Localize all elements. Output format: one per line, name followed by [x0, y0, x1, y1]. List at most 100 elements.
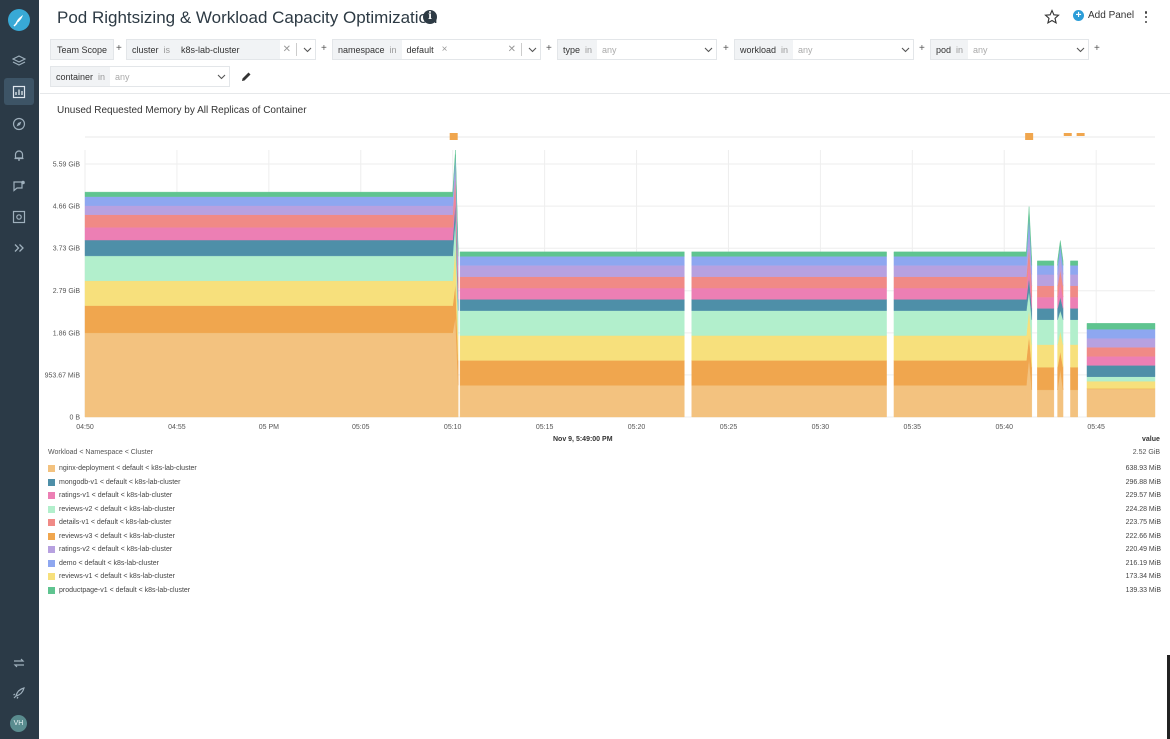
- filter-plus-icon[interactable]: +: [723, 43, 729, 54]
- filter-plus-icon[interactable]: +: [321, 43, 327, 54]
- area-reviews-v3: [84, 305, 453, 334]
- legend-value: 224.28 MiB: [1125, 505, 1161, 513]
- legend-label: reviews-v2 < default < k8s-lab-cluster: [59, 505, 175, 513]
- area-nginx-deployment: [84, 332, 453, 418]
- x-tick-label: 04:55: [168, 424, 186, 431]
- team-scope-label[interactable]: Team Scope: [50, 39, 115, 60]
- sync-icon: [13, 658, 25, 667]
- value-column-header: value: [1142, 436, 1160, 443]
- divider: [296, 43, 297, 56]
- chevron-down-icon[interactable]: [1072, 47, 1088, 53]
- legend-swatch: [48, 492, 55, 500]
- divider: [521, 43, 522, 56]
- y-tick-label: 1.86 GiB: [53, 330, 81, 337]
- legend-item[interactable]: productpage-v1 < default < k8s-lab-clust…: [48, 584, 1161, 598]
- area-reviews-v2: [1070, 319, 1078, 345]
- legend-label: demo < default < k8s-lab-cluster: [59, 559, 159, 567]
- alert-bell-icon: [14, 149, 24, 161]
- filter-container[interactable]: container in any: [50, 66, 230, 87]
- area-nginx-deployment: [691, 385, 887, 418]
- clear-icon[interactable]: ✕: [507, 44, 516, 55]
- legend-value: 222.66 MiB: [1125, 532, 1161, 540]
- filter-key: cluster is: [127, 40, 176, 59]
- filter-value: any: [973, 44, 988, 55]
- user-avatar[interactable]: VH: [10, 715, 27, 732]
- sidebar-item-advisor[interactable]: [4, 110, 34, 137]
- chevron-down-icon[interactable]: [524, 47, 540, 53]
- legend-label: reviews-v3 < default < k8s-lab-cluster: [59, 532, 175, 540]
- filter-namespace[interactable]: namespace in default × ✕: [332, 39, 541, 60]
- legend-item[interactable]: reviews-v3 < default < k8s-lab-cluster 22…: [48, 530, 1161, 544]
- legend-item[interactable]: demo < default < k8s-lab-cluster 216.19 M…: [48, 557, 1161, 571]
- chevron-down-icon[interactable]: [213, 74, 229, 80]
- compass-icon: [12, 117, 26, 130]
- filter-plus-icon[interactable]: +: [919, 43, 925, 54]
- scope-plus-icon[interactable]: +: [116, 43, 122, 54]
- expand-icon: [14, 243, 24, 252]
- filter-pod[interactable]: pod in any: [930, 39, 1089, 60]
- legend-item[interactable]: reviews-v2 < default < k8s-lab-cluster 22…: [48, 503, 1161, 517]
- area-productpage-v1: [459, 251, 685, 257]
- legend-label: ratings-v2 < default < k8s-lab-cluster: [59, 546, 173, 554]
- x-tick-label: 05 PM: [259, 424, 279, 431]
- area-demo: [691, 256, 887, 266]
- area-reviews-v1: [1070, 344, 1078, 368]
- sidebar-expand[interactable]: [4, 234, 34, 261]
- x-tick-label: 05:10: [444, 424, 462, 431]
- area-ratings-v1: [1070, 296, 1078, 309]
- legend-item[interactable]: reviews-v1 < default < k8s-lab-cluster 17…: [48, 570, 1161, 584]
- event-marker: [1063, 133, 1072, 136]
- legend-item[interactable]: details-v1 < default < k8s-lab-cluster 22…: [48, 516, 1161, 530]
- filter-type[interactable]: type in any: [557, 39, 717, 60]
- y-tick-label: 0 B: [69, 415, 80, 422]
- panel-title: Unused Requested Memory by All Replicas …: [57, 105, 307, 116]
- legend-swatch: [48, 586, 55, 594]
- app-logo[interactable]: [8, 9, 30, 31]
- area-demo: [1037, 265, 1055, 275]
- stacked-area-chart[interactable]: 0 B 953.67 MiB 1.86 GiB 2.79 GiB 3.73 GiB 4.6…: [45, 125, 1165, 445]
- filter-value: k8s-lab-cluster: [175, 40, 280, 59]
- legend-item[interactable]: nginx-deployment < default < k8s-lab-clu…: [48, 462, 1161, 476]
- area-ratings-v1: [84, 227, 453, 241]
- filter-plus-icon[interactable]: +: [1094, 43, 1100, 54]
- x-tick-label: 05:45: [1087, 424, 1105, 431]
- area-reviews-v3: [691, 360, 887, 386]
- x-tick-label: 05:20: [628, 424, 646, 431]
- edit-pencil-icon[interactable]: [240, 70, 253, 83]
- filter-cluster[interactable]: cluster is k8s-lab-cluster ✕: [126, 39, 316, 60]
- rocket-icon: [13, 686, 25, 699]
- favorite-star-icon[interactable]: [1044, 9, 1060, 25]
- legend-item[interactable]: mongodb-v1 < default < k8s-lab-cluster 29…: [48, 476, 1161, 490]
- hover-timestamp: Nov 9, 5:49:00 PM: [553, 436, 613, 443]
- y-tick-label: 3.73 GiB: [53, 246, 81, 253]
- area-mongodb-v1: [1037, 308, 1055, 320]
- info-icon[interactable]: i: [423, 10, 437, 24]
- filter-plus-icon[interactable]: +: [546, 43, 552, 54]
- sidebar-item-get-started[interactable]: [4, 679, 34, 706]
- sidebar-item-captures[interactable]: [4, 203, 34, 230]
- add-panel-button[interactable]: + Add Panel: [1073, 10, 1134, 21]
- legend-swatch: [48, 505, 55, 513]
- legend-item[interactable]: ratings-v1 < default < k8s-lab-cluster 22…: [48, 489, 1161, 503]
- area-productpage-v1: [1086, 323, 1156, 330]
- chevron-down-icon[interactable]: [700, 47, 716, 53]
- area-demo: [459, 256, 685, 266]
- filter-workload[interactable]: workload in any: [734, 39, 914, 60]
- legend-item[interactable]: ratings-v2 < default < k8s-lab-cluster 22…: [48, 543, 1161, 557]
- sidebar-item-alerts[interactable]: [4, 141, 34, 168]
- area-productpage-v1: [1070, 260, 1078, 266]
- sidebar-item-integrations[interactable]: [4, 649, 34, 676]
- chevron-down-icon[interactable]: [897, 47, 913, 53]
- area-ratings-v2: [893, 265, 1027, 277]
- area-reviews-v1: [84, 280, 453, 306]
- legend-header: Workload < Namespace < Cluster: [48, 449, 153, 456]
- area-reviews-v3: [1070, 367, 1078, 391]
- sidebar-item-dashboards[interactable]: [4, 78, 34, 105]
- sidebar-item-explore[interactable]: [4, 47, 34, 74]
- chevron-down-icon[interactable]: [299, 47, 315, 53]
- clear-icon[interactable]: ✕: [282, 44, 291, 55]
- legend-swatch: [48, 478, 55, 486]
- sidebar-item-events[interactable]: [4, 172, 34, 199]
- more-options-icon[interactable]: [1143, 10, 1149, 24]
- remove-value-icon[interactable]: ×: [441, 44, 448, 55]
